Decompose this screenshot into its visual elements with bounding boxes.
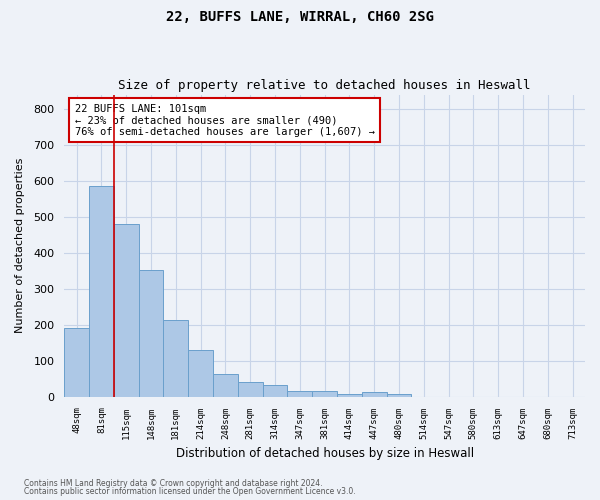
Y-axis label: Number of detached properties: Number of detached properties	[15, 158, 25, 334]
X-axis label: Distribution of detached houses by size in Heswall: Distribution of detached houses by size …	[176, 447, 473, 460]
Bar	[114, 224, 139, 396]
Bar	[312, 392, 337, 396]
Bar	[337, 394, 362, 396]
Bar	[163, 320, 188, 396]
Bar	[287, 392, 312, 396]
Bar	[362, 392, 386, 396]
Text: 22 BUFFS LANE: 101sqm
← 23% of detached houses are smaller (490)
76% of semi-det: 22 BUFFS LANE: 101sqm ← 23% of detached …	[74, 104, 374, 137]
Text: Contains public sector information licensed under the Open Government Licence v3: Contains public sector information licen…	[24, 487, 356, 496]
Bar	[64, 328, 89, 396]
Text: Contains HM Land Registry data © Crown copyright and database right 2024.: Contains HM Land Registry data © Crown c…	[24, 478, 323, 488]
Bar	[89, 186, 114, 396]
Bar	[238, 382, 263, 396]
Bar	[213, 374, 238, 396]
Bar	[386, 394, 412, 396]
Text: 22, BUFFS LANE, WIRRAL, CH60 2SG: 22, BUFFS LANE, WIRRAL, CH60 2SG	[166, 10, 434, 24]
Bar	[188, 350, 213, 397]
Title: Size of property relative to detached houses in Heswall: Size of property relative to detached ho…	[118, 79, 531, 92]
Bar	[263, 385, 287, 396]
Bar	[139, 270, 163, 396]
